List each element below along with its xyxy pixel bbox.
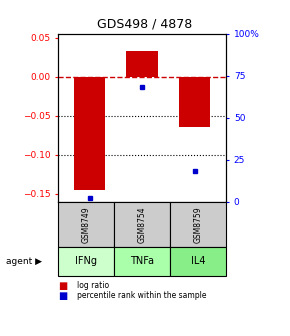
Text: GSM8759: GSM8759 (194, 206, 203, 243)
Bar (179, 77, 211, 127)
Text: GSM8749: GSM8749 (81, 206, 90, 243)
Text: agent ▶: agent ▶ (6, 257, 42, 266)
Text: ■: ■ (58, 291, 67, 301)
Text: IFNg: IFNg (75, 256, 97, 266)
Text: GSM8754: GSM8754 (137, 206, 147, 243)
Text: IL4: IL4 (191, 256, 205, 266)
Bar (74, 77, 105, 190)
Text: ■: ■ (58, 281, 67, 291)
Text: GDS498 / 4878: GDS498 / 4878 (97, 17, 193, 30)
Bar (126, 51, 158, 77)
Text: log ratio: log ratio (77, 281, 109, 290)
Text: percentile rank within the sample: percentile rank within the sample (77, 291, 206, 300)
Text: TNFa: TNFa (130, 256, 154, 266)
